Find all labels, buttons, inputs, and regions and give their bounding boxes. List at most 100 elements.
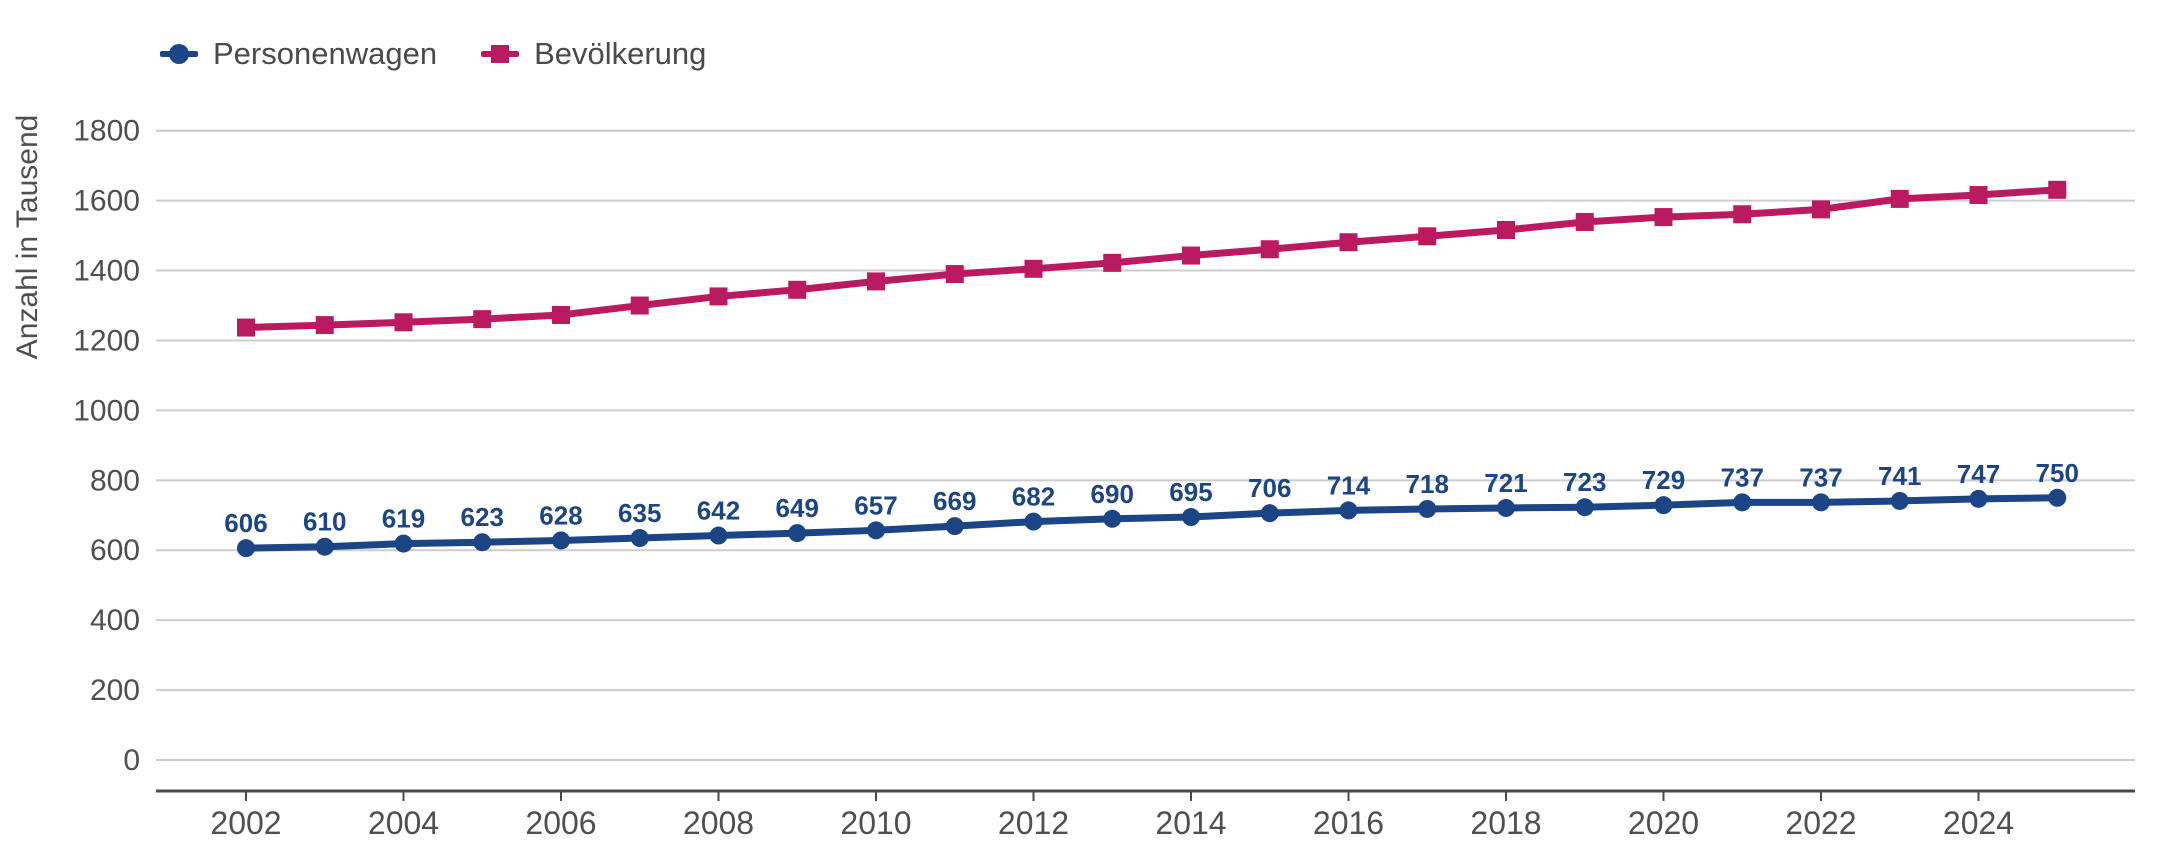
data-point [1812,493,1830,512]
square-marker-icon [481,43,520,65]
data-point [315,316,334,335]
data-point [709,526,728,545]
data-point [1890,491,1909,510]
x-tick-label: 2018 [1470,805,1541,841]
data-label: 649 [776,493,819,523]
data-point [552,531,570,550]
chart-legend: Personenwagen Bevölkerung [160,36,706,72]
data-point [473,533,492,552]
x-tick-label: 2016 [1313,805,1384,841]
legend-item-bevoelkerung[interactable]: Bevölkerung [481,36,706,72]
y-tick-label: 0 [123,744,140,777]
data-point [1890,189,1909,208]
legend-item-personenwagen[interactable]: Personenwagen [160,36,437,72]
data-label: 714 [1327,470,1371,500]
y-tick-label: 200 [90,674,140,707]
data-label: 623 [461,502,504,532]
y-tick-label: 1800 [73,115,140,148]
x-tick-label: 2012 [998,805,1069,841]
y-tick-label: 1600 [73,185,140,218]
legend-label: Personenwagen [213,36,438,71]
x-tick-label: 2002 [210,805,281,841]
data-point [1654,208,1673,227]
data-point [1418,499,1437,518]
data-point [1024,259,1043,278]
x-tick-label: 2014 [1155,805,1226,841]
data-label: 628 [539,500,582,530]
data-label: 690 [1091,479,1134,509]
x-tick-label: 2024 [1943,805,2014,841]
data-label: 657 [854,490,897,520]
y-tick-label: 600 [90,534,140,567]
x-tick-label: 2008 [683,805,754,841]
data-label: 737 [1799,462,1842,492]
y-tick-label: 1000 [73,394,140,427]
data-label: 706 [1248,473,1291,503]
data-point [1260,240,1279,259]
data-point [1733,205,1752,224]
x-tick-label: 2010 [840,805,911,841]
data-label: 747 [1957,459,2000,489]
data-label: 718 [1406,469,1449,499]
data-point [1812,200,1830,219]
data-label: 695 [1169,477,1212,507]
data-label: 737 [1721,462,1764,492]
data-point [394,534,413,553]
data-point [1969,186,1988,205]
y-tick-label: 800 [90,464,140,497]
x-tick-label: 2020 [1628,805,1699,841]
data-label: 723 [1563,467,1606,497]
legend-circle [169,44,189,64]
data-label: 669 [933,486,976,516]
series-line-bevölkerung [245,186,2058,332]
legend-square [491,45,510,63]
data-point [1497,498,1515,517]
x-tick-label: 2022 [1785,805,1856,841]
data-point [1339,501,1358,520]
data-point [945,517,964,536]
data-point [788,524,807,543]
data-point [867,521,885,540]
data-point [1024,512,1043,531]
circle-marker-icon [160,43,198,65]
data-point [709,287,728,306]
data-label: 741 [1878,461,1921,491]
data-point [867,272,885,291]
y-axis-title: Anzahl in Tausend [11,115,44,360]
data-point [630,296,649,315]
data-point [2048,180,2067,199]
data-label: 682 [1012,482,1055,512]
data-label: 729 [1642,465,1685,495]
data-point [1654,496,1673,515]
y-tick-label: 1400 [73,255,140,288]
data-point [1339,233,1358,252]
data-point [1260,504,1279,523]
data-point [237,318,255,337]
data-point [237,539,255,558]
data-point [473,310,492,329]
y-tick-label: 1200 [73,324,140,357]
data-point [1418,227,1437,246]
data-point [1733,493,1752,512]
data-label: 635 [618,498,661,528]
data-label: 606 [224,508,267,538]
data-point [1182,508,1200,527]
data-point [2048,488,2067,507]
data-point [1103,253,1122,272]
data-point [1969,489,1988,508]
series-line-personenwagen [245,494,2058,552]
data-point [630,529,649,548]
data-label: 750 [2036,458,2079,488]
data-point [945,265,964,284]
data-point [1575,212,1594,231]
data-label: 610 [303,507,346,537]
x-tick-label: 2006 [525,805,596,841]
data-point [1497,221,1515,240]
x-tick-label: 2004 [368,805,439,841]
data-point [1103,509,1122,528]
data-point [552,305,570,324]
data-point [394,313,413,332]
legend-label: Bevölkerung [534,36,707,71]
